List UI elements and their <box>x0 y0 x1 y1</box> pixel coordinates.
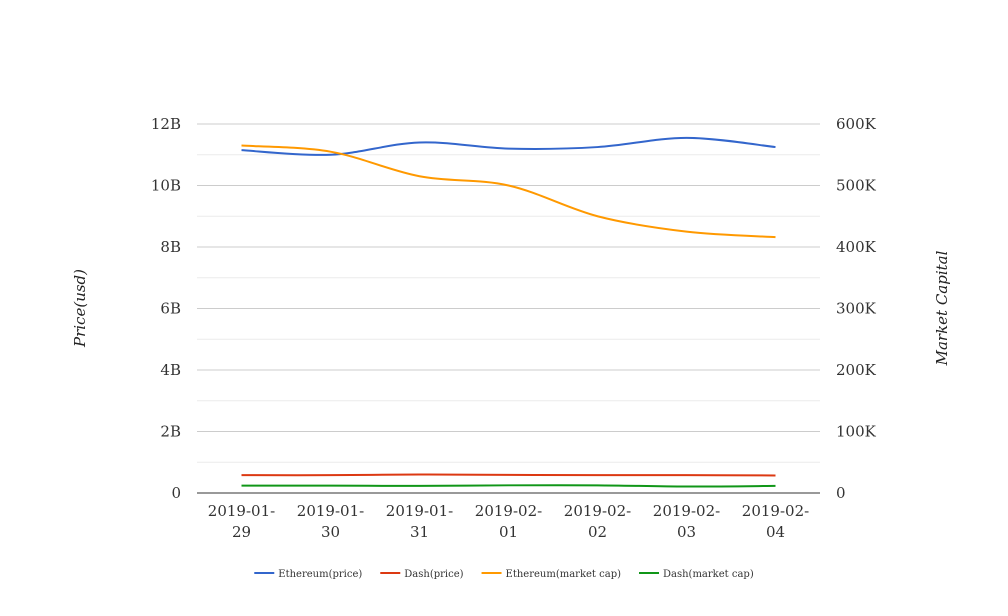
right-tick-label: 100K <box>836 423 877 441</box>
x-tick-label: 2019-01-29 <box>208 502 275 541</box>
x-tick-label: 2019-02-02 <box>564 502 631 541</box>
right-tick-label: 500K <box>836 177 877 195</box>
left-tick-label: 10B <box>151 177 181 195</box>
series-lines <box>241 136 776 488</box>
x-tick-label: 2019-01-31 <box>386 502 453 541</box>
right-tick-label: 600K <box>836 115 877 133</box>
right-axis-title: Market Capital <box>933 250 951 366</box>
legend-item[interactable]: Dash(market cap) <box>639 569 754 580</box>
left-tick-label: 12B <box>151 115 181 133</box>
x-tick-label: 2019-01-30 <box>297 502 364 541</box>
left-tick-label: 0 <box>171 484 181 502</box>
legend-item[interactable]: Ethereum(price) <box>254 569 362 580</box>
legend-label: Ethereum(market cap) <box>506 569 622 580</box>
x-tick-label: 2019-02-01 <box>475 502 542 541</box>
legend-item[interactable]: Dash(price) <box>380 569 464 580</box>
right-tick-label: 0 <box>836 484 846 502</box>
legend-label: Ethereum(price) <box>278 569 362 580</box>
x-tick-label: 2019-02-04 <box>742 502 809 541</box>
series-line-ethereum-market-cap <box>241 144 776 239</box>
left-tick-label: 8B <box>160 238 181 256</box>
legend-item[interactable]: Ethereum(market cap) <box>481 569 622 580</box>
left-axis-title: Price(usd) <box>71 269 89 348</box>
x-axis-ticks: 2019-01-29 2019-01-30 2019-01-31 2019-02-01… <box>208 502 809 541</box>
legend-label: Dash(price) <box>404 569 463 580</box>
left-tick-label: 4B <box>160 361 181 379</box>
right-tick-label: 300K <box>836 300 877 318</box>
right-tick-label: 200K <box>836 361 877 379</box>
legend-label: Dash(market cap) <box>663 569 754 580</box>
series-line-dash-price <box>241 473 776 477</box>
right-axis-ticks: 0 100K 200K 300K 400K 500K 600K <box>836 115 877 502</box>
gridlines <box>197 123 820 494</box>
series-line-dash-market-cap <box>241 484 776 488</box>
x-tick-label: 2019-02-03 <box>653 502 720 541</box>
right-tick-label: 400K <box>836 238 877 256</box>
series-line-ethereum-price <box>241 136 776 156</box>
legend: Ethereum(price) Dash(price) Ethereum(marke… <box>254 569 754 580</box>
left-tick-label: 2B <box>160 423 181 441</box>
left-axis-ticks: 0 2B 4B 6B 8B 10B 12B <box>151 115 181 502</box>
left-tick-label: 6B <box>160 300 181 318</box>
